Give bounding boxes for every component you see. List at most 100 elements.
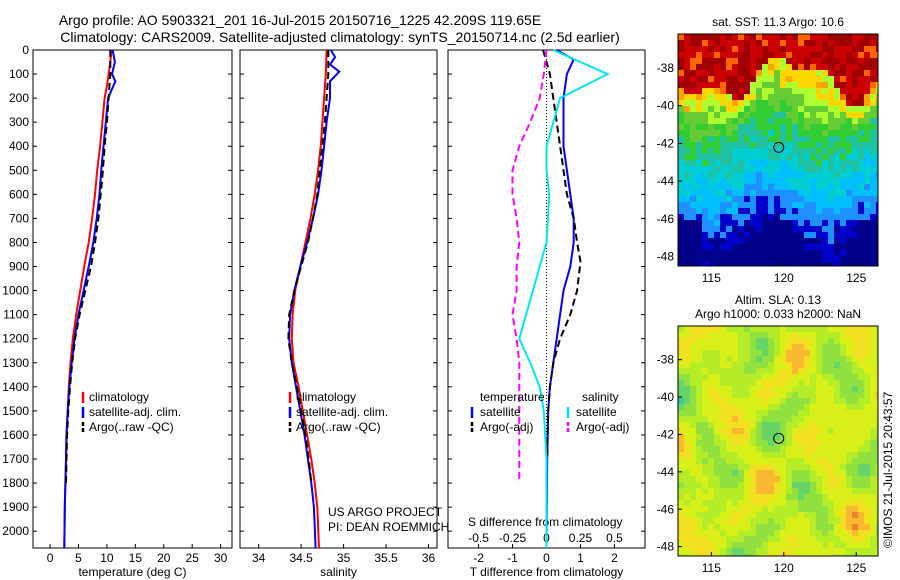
map-cell	[732, 64, 739, 71]
map-cell	[696, 326, 703, 333]
map-cell	[756, 244, 763, 251]
map-cell	[768, 404, 775, 411]
x-tick-label: 120	[774, 271, 794, 285]
map-cell	[720, 470, 727, 477]
map-cell	[798, 262, 805, 267]
map-cell	[870, 404, 877, 411]
map-cell	[696, 506, 703, 513]
map-cell	[810, 464, 817, 471]
map-cell	[678, 338, 685, 345]
map-cell	[792, 458, 799, 465]
map-cell	[690, 554, 697, 557]
map-cell	[858, 58, 865, 65]
map-cell	[732, 76, 739, 83]
map-cell	[732, 422, 739, 429]
map-cell	[810, 208, 817, 215]
map-cell	[756, 76, 763, 83]
map-cell	[852, 172, 859, 179]
map-cell	[702, 220, 709, 227]
map-cell	[702, 368, 709, 375]
map-cell	[678, 148, 685, 155]
map-cell	[858, 130, 865, 137]
map-cell	[720, 262, 727, 267]
map-cell	[720, 142, 727, 149]
map-cell	[774, 548, 781, 555]
map-cell	[756, 106, 763, 113]
map-cell	[840, 368, 847, 375]
map-cell	[840, 46, 847, 53]
map-cell	[852, 326, 859, 333]
map-cell	[732, 208, 739, 215]
map-cell	[798, 124, 805, 131]
map-cell	[786, 350, 793, 357]
map-cell	[816, 464, 823, 471]
map-cell	[816, 244, 823, 251]
map-cell	[792, 410, 799, 417]
map-cell	[702, 184, 709, 191]
map-cell	[858, 446, 865, 453]
map-cell	[804, 512, 811, 519]
map-cell	[756, 506, 763, 513]
map-cell	[708, 488, 715, 495]
map-cell	[852, 464, 859, 471]
map-cell	[792, 100, 799, 107]
map-cell	[684, 536, 691, 543]
map-cell	[774, 172, 781, 179]
map-cell	[792, 440, 799, 447]
map-cell	[792, 166, 799, 173]
map-cell	[684, 392, 691, 399]
map-cell	[858, 506, 865, 513]
map-cell	[864, 482, 871, 489]
map-cell	[858, 500, 865, 507]
map-cell	[750, 536, 757, 543]
map-cell	[744, 34, 751, 41]
map-cell	[774, 410, 781, 417]
map-cell	[846, 148, 853, 155]
map-cell	[846, 386, 853, 393]
map-cell	[828, 512, 835, 519]
map-cell	[768, 350, 775, 357]
map-cell	[744, 422, 751, 429]
map-cell	[696, 338, 703, 345]
map-cell	[780, 506, 787, 513]
map-cell	[762, 82, 769, 89]
map-cell	[678, 262, 685, 267]
map-cell	[702, 362, 709, 369]
map-cell	[708, 476, 715, 483]
map-cell	[690, 178, 697, 185]
map-cell	[774, 82, 781, 89]
map-cell	[702, 190, 709, 197]
map-cell	[702, 106, 709, 113]
map-cell	[708, 386, 715, 393]
map-cell	[720, 46, 727, 53]
map-cell	[798, 440, 805, 447]
map-cell	[750, 64, 757, 71]
map-cell	[840, 344, 847, 351]
map-cell	[732, 386, 739, 393]
map-cell	[780, 208, 787, 215]
map-cell	[750, 202, 757, 209]
map-cell	[726, 124, 733, 131]
map-cell	[708, 244, 715, 251]
map-cell	[732, 428, 739, 435]
map-cell	[696, 118, 703, 125]
map-cell	[798, 464, 805, 471]
map-cell	[822, 518, 829, 525]
map-cell	[852, 476, 859, 483]
map-cell	[696, 362, 703, 369]
map-cell	[714, 214, 721, 221]
map-cell	[696, 142, 703, 149]
map-cell	[756, 476, 763, 483]
map-cell	[858, 350, 865, 357]
map-cell	[726, 112, 733, 119]
map-cell	[852, 548, 859, 555]
map-cell	[852, 488, 859, 495]
map-cell	[780, 226, 787, 233]
map-cell	[804, 82, 811, 89]
map-cell	[876, 136, 879, 143]
map-cell	[852, 94, 859, 101]
map-cell	[804, 40, 811, 47]
map-cell	[678, 82, 685, 89]
map-cell	[762, 184, 769, 191]
map-cell	[876, 118, 879, 125]
